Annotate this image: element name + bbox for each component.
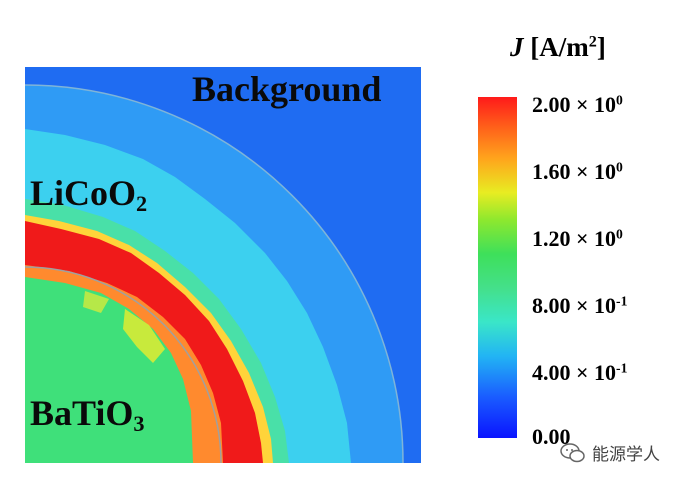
outer-shell-edge — [25, 84, 404, 463]
watermark: 能源学人 — [560, 440, 660, 465]
colorbar-tick: 2.00 × 100 — [532, 92, 623, 117]
core-yellow-patch-2 — [83, 291, 109, 313]
colorbar-title: J [A/m2] — [510, 32, 606, 62]
current-density-plot — [25, 67, 421, 463]
colorbar-tick: 4.00 × 10-1 — [532, 360, 628, 385]
colorbar-tick: 8.00 × 10-1 — [532, 293, 628, 318]
colorbar-tick: 1.20 × 100 — [532, 226, 623, 251]
background-label: Background — [192, 69, 382, 109]
core-boundary — [25, 266, 222, 463]
colorbar — [478, 97, 517, 438]
wechat-icon — [560, 442, 585, 462]
colorbar-tick: 1.60 × 100 — [532, 159, 623, 184]
core-yellow-patch — [123, 309, 165, 363]
watermark-text: 能源学人 — [592, 445, 660, 465]
batio3-label: BaTiO3 — [30, 393, 145, 437]
batio3-core-region — [25, 277, 193, 463]
licoo2-label: LiCoO2 — [30, 173, 148, 217]
